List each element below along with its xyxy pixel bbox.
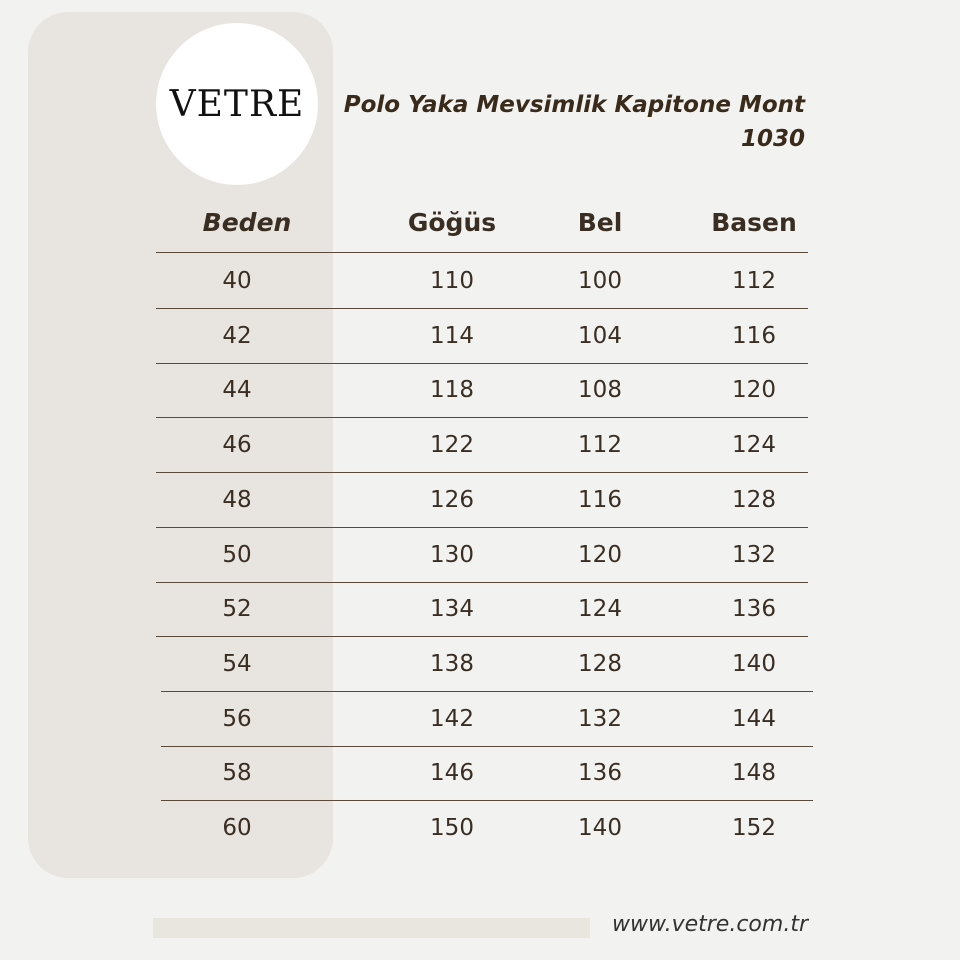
table-cell: 124: [578, 596, 622, 623]
column-header: Göğüs: [407, 208, 497, 237]
footer-bar: [153, 918, 590, 938]
table-cell: 140: [732, 650, 776, 677]
table-cell: 124: [732, 432, 776, 459]
table-cell: 114: [430, 322, 474, 349]
row-rule: [156, 581, 808, 583]
table-cell: 112: [578, 432, 622, 459]
table-cell: 116: [578, 486, 622, 513]
table-cell: 128: [578, 650, 622, 677]
table-cell: 104: [578, 322, 622, 349]
table-cell: 116: [732, 322, 776, 349]
row-rule: [156, 636, 808, 638]
table-cell: 144: [732, 705, 776, 732]
row-rule: [156, 308, 808, 309]
row-rule: [156, 417, 808, 419]
table-cell: 136: [732, 596, 776, 623]
table-cell: 140: [578, 815, 622, 841]
table-cell: 128: [732, 486, 776, 513]
column-header: Basen: [711, 208, 797, 237]
table-cell: 48: [222, 486, 252, 513]
row-rule: [161, 800, 813, 802]
row-rule: [161, 745, 813, 747]
table-cell: 40: [222, 268, 252, 294]
row-rule: [156, 362, 808, 364]
table-cell: 112: [732, 268, 776, 294]
table-cell: 148: [732, 760, 776, 787]
table-cell: 126: [430, 486, 474, 513]
table-cell: 100: [578, 268, 622, 294]
table-cell: 58: [222, 760, 252, 787]
row-rule: [156, 526, 808, 528]
table-cell: 46: [222, 432, 252, 459]
table-cell: 120: [732, 377, 776, 404]
title-block: Polo Yaka Mevsimlik Kapitone Mont 1030: [344, 88, 805, 156]
product-code: 1030: [740, 126, 805, 152]
table-cell: 132: [732, 541, 776, 568]
row-rule: [156, 252, 808, 253]
column-header: Bel: [577, 208, 623, 237]
table-cell: 110: [430, 268, 474, 294]
logo: VETRE: [156, 23, 318, 185]
title: Polo Yaka Mevsimlik Kapitone Mont: [343, 92, 805, 118]
column-header: Beden: [202, 208, 292, 237]
table-cell: 44: [222, 377, 252, 404]
table-cell: 132: [578, 705, 622, 732]
table-cell: 54: [222, 650, 252, 677]
table-cell: 108: [578, 377, 622, 404]
table-cell: 136: [578, 760, 622, 787]
row-rule: [156, 472, 808, 474]
row-rule: [161, 690, 813, 692]
table-cell: 122: [430, 432, 474, 459]
table-cell: 134: [430, 596, 474, 623]
table-cell: 130: [430, 541, 474, 568]
table-cell: 52: [222, 596, 252, 623]
table-cell: 42: [222, 322, 252, 349]
table-cell: 118: [430, 377, 474, 404]
table-cell: 56: [222, 705, 252, 732]
table-cell: 120: [578, 541, 622, 568]
website: www.vetre.com.tr: [612, 912, 808, 937]
table-cell: 150: [430, 815, 474, 841]
table-cell: 152: [732, 815, 776, 841]
table-cell: 142: [430, 705, 474, 732]
table-cell: 146: [430, 760, 474, 787]
table-cell: 60: [222, 815, 252, 841]
table-cell: 138: [430, 650, 474, 677]
table-cell: 50: [222, 541, 252, 568]
